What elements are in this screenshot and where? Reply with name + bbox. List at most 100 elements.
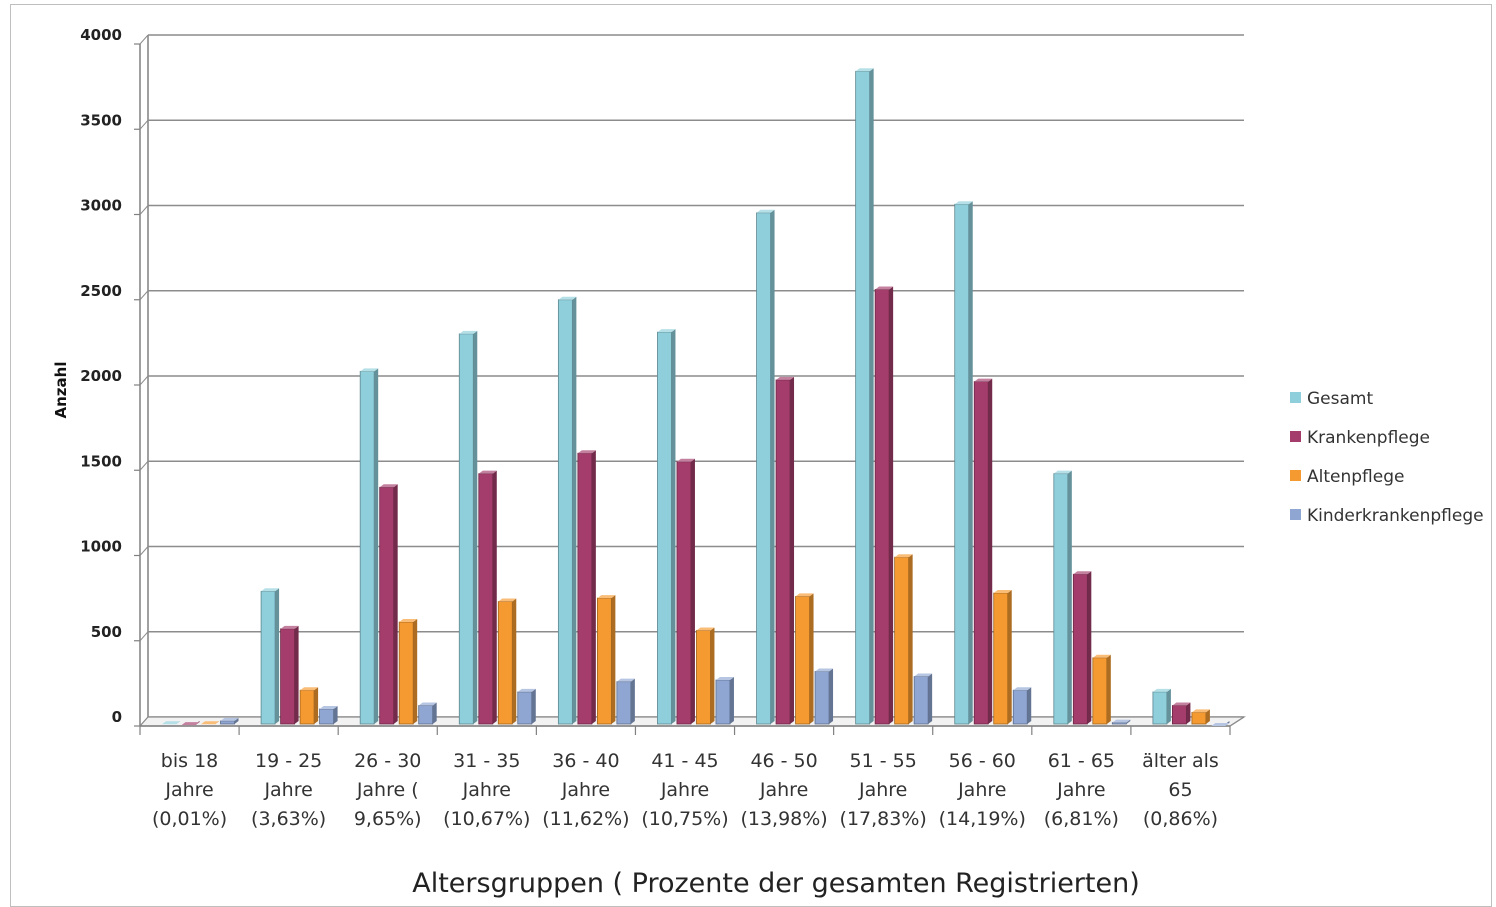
bar-front — [1092, 657, 1108, 725]
bar-top — [162, 721, 180, 725]
bar-front — [775, 379, 791, 725]
bar-side — [770, 209, 775, 725]
bar-top — [756, 209, 775, 213]
x-tick-label: Jahre — [164, 779, 213, 801]
gridline-depth — [139, 34, 149, 45]
bar-side — [1166, 688, 1171, 724]
bar-side — [729, 676, 734, 724]
bar-front — [954, 203, 970, 725]
bar — [1111, 719, 1131, 725]
bar — [201, 721, 219, 725]
bar — [379, 484, 398, 725]
y-tick-label: 3000 — [80, 197, 122, 215]
bar — [696, 627, 715, 725]
bar — [894, 554, 913, 725]
bar-top — [399, 618, 418, 622]
bar-front — [260, 590, 276, 725]
bar — [795, 593, 814, 725]
y-tick-label: 1500 — [80, 452, 122, 470]
bar — [1211, 721, 1230, 726]
bar-side — [671, 329, 676, 724]
bar-side — [690, 458, 695, 724]
bar-top — [498, 598, 517, 602]
bar-side — [1205, 709, 1210, 724]
x-tick-label: 65 — [1168, 779, 1192, 801]
legend-label: Gesamt — [1307, 389, 1373, 409]
bar-top — [993, 590, 1012, 594]
bar-side — [1126, 719, 1131, 724]
x-tick-label: 9,65%) — [354, 808, 422, 830]
x-tick-label: Jahre — [957, 779, 1006, 801]
bar-front — [855, 70, 871, 725]
bar-side — [1106, 654, 1111, 724]
x-tick-label: Jahre ( — [356, 779, 419, 801]
bar-front — [993, 592, 1009, 725]
bar-front — [696, 630, 711, 725]
bar-top — [220, 717, 239, 721]
gridline-depth — [139, 119, 149, 130]
bar-top — [319, 705, 338, 709]
bar-side — [432, 702, 437, 724]
bar-side — [908, 554, 913, 724]
x-tick-label: (0,86%) — [1143, 808, 1218, 830]
bar-side — [1007, 590, 1012, 724]
bar-front — [280, 628, 295, 725]
x-tick-label: 19 - 25 — [255, 750, 322, 772]
bar-front — [1172, 705, 1187, 725]
legend: Gesamt Krankenpflege Altenpflege Kinderkran… — [1290, 389, 1484, 526]
bar — [497, 598, 517, 725]
chart-frame — [10, 4, 1492, 907]
bar — [814, 668, 834, 725]
bar-side — [473, 330, 478, 724]
bar-side — [968, 201, 973, 724]
x-tick-label: älter als — [1142, 750, 1219, 772]
bar-front — [814, 671, 830, 725]
bar-front — [795, 596, 810, 725]
x-tick-label: (14,19%) — [939, 808, 1026, 830]
legend-item: Altenpflege — [1290, 467, 1404, 487]
bar-front — [676, 461, 692, 725]
bar — [993, 590, 1012, 725]
bar-front — [418, 705, 434, 725]
bar-side — [928, 673, 933, 724]
bar — [913, 673, 933, 725]
bar-side — [531, 688, 536, 724]
bar-side — [1027, 687, 1032, 724]
bar — [954, 201, 973, 725]
bar-side — [1087, 571, 1092, 724]
bar — [557, 296, 577, 725]
gridline-depth — [139, 205, 149, 215]
bar-side — [572, 296, 577, 724]
y-tick-label: 4000 — [80, 26, 122, 44]
bar-top — [558, 296, 577, 300]
x-tick-label: 51 - 55 — [850, 750, 917, 772]
bar-side — [630, 678, 635, 724]
bar-side — [333, 705, 338, 724]
x-axis-label: Altersgruppen ( Prozente der gesamten Re… — [412, 868, 1140, 899]
bar — [855, 68, 874, 725]
x-tick-label: 61 - 65 — [1048, 750, 1115, 772]
bar-top — [875, 286, 894, 290]
x-tick-label: 56 - 60 — [949, 750, 1016, 772]
bar — [973, 378, 993, 725]
x-tick-label: Jahre — [660, 779, 709, 801]
bar-top — [676, 458, 695, 462]
bar-front — [1053, 473, 1069, 725]
bar — [756, 209, 775, 725]
bar — [676, 458, 695, 725]
bar-front — [1111, 722, 1127, 725]
gridline-depth — [139, 546, 149, 556]
bars-layer — [162, 68, 1230, 726]
legend-label: Altenpflege — [1307, 467, 1404, 487]
bar-front — [557, 299, 573, 725]
bar-side — [275, 588, 280, 724]
bar-side — [314, 687, 319, 724]
bar — [478, 470, 497, 725]
bar-top — [954, 201, 973, 205]
bar — [220, 717, 239, 725]
y-tick-label: 3500 — [80, 111, 122, 129]
bar-side — [374, 368, 379, 724]
legend-label: Kinderkrankenpflege — [1307, 506, 1484, 526]
bar — [775, 376, 795, 725]
